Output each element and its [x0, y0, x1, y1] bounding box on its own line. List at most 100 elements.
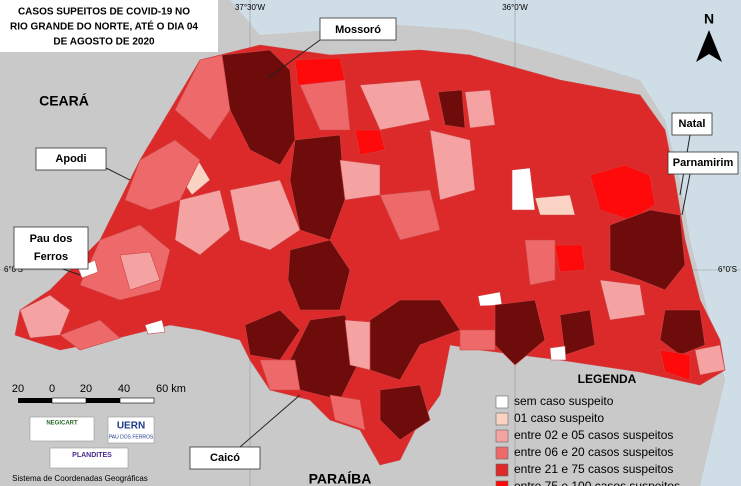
title-line: DE AGOSTO DE 2020: [53, 37, 155, 48]
callouts: Mossoró Apodi Pau dos Ferros Natal Parna…: [13, 17, 739, 470]
municipality: [659, 309, 706, 356]
logo: [107, 416, 155, 444]
coordinate-label: 6°0'S: [718, 265, 737, 274]
logos: NEGICART UERN PAU DOS FERROS PLANDITES S…: [12, 416, 155, 483]
callout-label: Apodi: [55, 153, 86, 165]
municipality: [534, 194, 576, 216]
logo-text: UERN: [117, 421, 145, 432]
north-arrow: N: [696, 11, 722, 62]
municipality: [174, 189, 231, 256]
municipality: [559, 309, 596, 356]
footer: Sistema de Coordenadas Geográficas: [12, 474, 148, 483]
municipality: [609, 209, 686, 291]
legend-label: entre 21 e 75 casos suspeitos: [514, 462, 673, 476]
municipality: [59, 319, 121, 351]
municipality: [339, 159, 381, 201]
callout-label: Caicó: [210, 452, 240, 464]
municipality: [354, 129, 386, 156]
municipality: [359, 79, 431, 131]
logo-text: PAU DOS FERROS: [109, 434, 154, 440]
leader-line: [239, 394, 301, 448]
leader-line: [681, 173, 691, 216]
municipality: [549, 345, 567, 361]
callout-label: Parnamirim: [673, 157, 734, 169]
municipality: [659, 349, 691, 381]
logo-text: PLANDITES: [72, 452, 112, 459]
municipality: [19, 294, 71, 339]
municipality: [524, 239, 556, 286]
municipality: [259, 359, 301, 391]
title-box: CASOS SUPEITOS DE COVID-19 NO RIO GRANDE…: [0, 0, 218, 52]
north-symbol: [696, 30, 722, 62]
municipality: [229, 179, 301, 251]
municipality: [287, 239, 351, 311]
coordinate-label: 37°30'W: [235, 3, 266, 12]
state: [14, 44, 726, 466]
title-line: RIO GRANDE DO NORTE, ATÉ O DIA 04: [10, 20, 198, 33]
scale-segment: [51, 397, 87, 404]
legend-swatch: [495, 412, 509, 426]
callout-box: [189, 446, 261, 470]
municipality: [589, 164, 656, 221]
title-background: [0, 0, 218, 52]
legend-swatch: [495, 395, 509, 409]
legend-title: LEGENDA: [578, 372, 637, 386]
callout-label: Ferros: [34, 251, 68, 263]
callout-box: [671, 112, 713, 136]
north-label: N: [704, 11, 714, 27]
callout-label: Pau dos: [30, 233, 73, 245]
municipality: [429, 129, 476, 201]
municipality: [464, 89, 496, 129]
municipality: [344, 319, 371, 371]
municipality: [119, 251, 161, 291]
scale-label: 60 km: [156, 383, 186, 395]
scale-label: 0: [49, 383, 55, 395]
legend-swatch: [495, 429, 509, 443]
callout-box: [35, 147, 107, 171]
municipality: [369, 299, 461, 381]
scale-segment: [18, 398, 52, 403]
sea: [230, 0, 741, 486]
callout-box: [13, 226, 89, 270]
municipality: [244, 309, 301, 361]
leader-line: [105, 167, 131, 181]
leader-line: [267, 39, 321, 79]
callout-box: [319, 17, 397, 41]
logo-text: NEGICART: [46, 421, 78, 427]
callout-label: Natal: [679, 118, 706, 130]
scale-label: 20: [12, 383, 24, 395]
municipality: [174, 54, 231, 141]
region-label: PARAÍBA: [309, 471, 372, 486]
legend-label: entre 02 e 05 casos suspeitos: [514, 428, 673, 442]
municipality: [379, 189, 441, 241]
municipality: [221, 49, 296, 166]
legend-label: entre 75 e 100 casos suspeitos: [514, 479, 680, 486]
coordinate-label: 36°0'W: [502, 3, 528, 12]
legend-label: sem caso suspeito: [514, 394, 614, 408]
legend-label: 01 caso suspeito: [514, 411, 604, 425]
logo: [49, 447, 129, 469]
legend-swatch: [495, 446, 509, 460]
municipality: [511, 167, 536, 211]
coordinate-label: 6°0'S: [4, 265, 23, 274]
municipality: [329, 394, 366, 431]
state-base: [14, 44, 726, 466]
legend-swatch: [495, 463, 509, 477]
callout-label: Mossoró: [335, 24, 381, 36]
legend-label: entre 06 e 20 casos suspeitos: [514, 445, 673, 459]
municipality: [299, 79, 351, 131]
municipality: [694, 344, 726, 376]
scale-label: 40: [118, 383, 130, 395]
scale-segment: [119, 397, 155, 404]
callout-box: [667, 151, 739, 175]
municipality: [459, 329, 496, 351]
municipality: [554, 244, 586, 273]
logo: [29, 416, 95, 442]
municipality: [437, 89, 466, 129]
scale-segment: [86, 398, 120, 403]
legend-swatch: [495, 480, 509, 486]
title-line: CASOS SUPEITOS DE COVID-19 NO: [18, 7, 190, 18]
region-label: CEARÁ: [39, 93, 89, 109]
municipality: [144, 319, 166, 335]
